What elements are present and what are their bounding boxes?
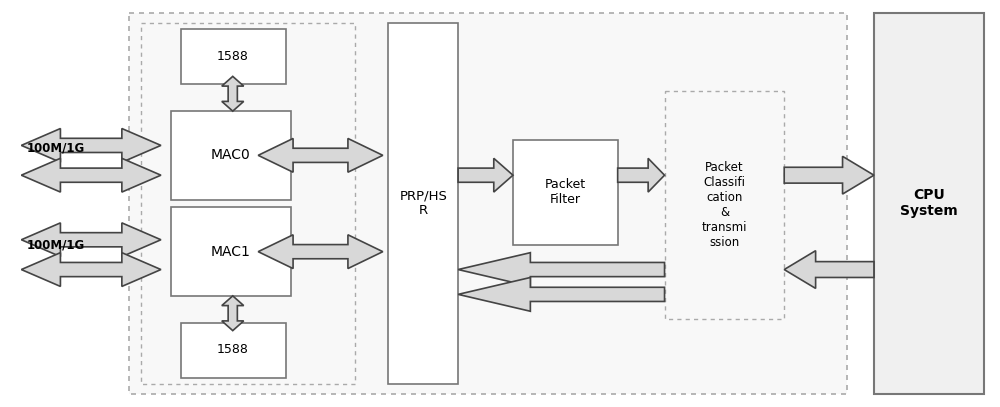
Polygon shape (618, 158, 665, 192)
Polygon shape (21, 129, 161, 162)
Bar (388, 23, 458, 384)
Text: MAC0: MAC0 (211, 148, 251, 162)
Text: 1588: 1588 (217, 344, 249, 357)
Polygon shape (458, 278, 665, 311)
Text: 100M/1G: 100M/1G (26, 238, 85, 251)
Polygon shape (21, 223, 161, 257)
Text: 100M/1G: 100M/1G (26, 142, 85, 155)
Bar (513, 140, 618, 245)
Polygon shape (784, 251, 874, 289)
Polygon shape (458, 158, 513, 192)
Bar (874, 13, 984, 394)
Polygon shape (222, 77, 244, 111)
Polygon shape (784, 156, 874, 194)
Polygon shape (458, 253, 665, 287)
Bar (171, 207, 291, 296)
Text: CPU
System: CPU System (900, 188, 958, 218)
Polygon shape (21, 253, 161, 287)
Text: 1588: 1588 (217, 50, 249, 63)
Bar (129, 13, 847, 394)
Polygon shape (222, 296, 244, 330)
Text: Packet
Filter: Packet Filter (544, 178, 585, 206)
Polygon shape (258, 138, 383, 172)
Text: Packet
Classifi
cation
&
transmi
ssion: Packet Classifi cation & transmi ssion (702, 161, 747, 249)
Bar (665, 91, 784, 319)
Text: MAC1: MAC1 (211, 245, 251, 259)
Polygon shape (258, 235, 383, 269)
Polygon shape (21, 158, 161, 192)
Bar (181, 323, 286, 378)
Bar (141, 23, 355, 384)
Text: PRP/HS
R: PRP/HS R (399, 189, 447, 217)
Bar (181, 29, 286, 84)
Bar (171, 111, 291, 200)
